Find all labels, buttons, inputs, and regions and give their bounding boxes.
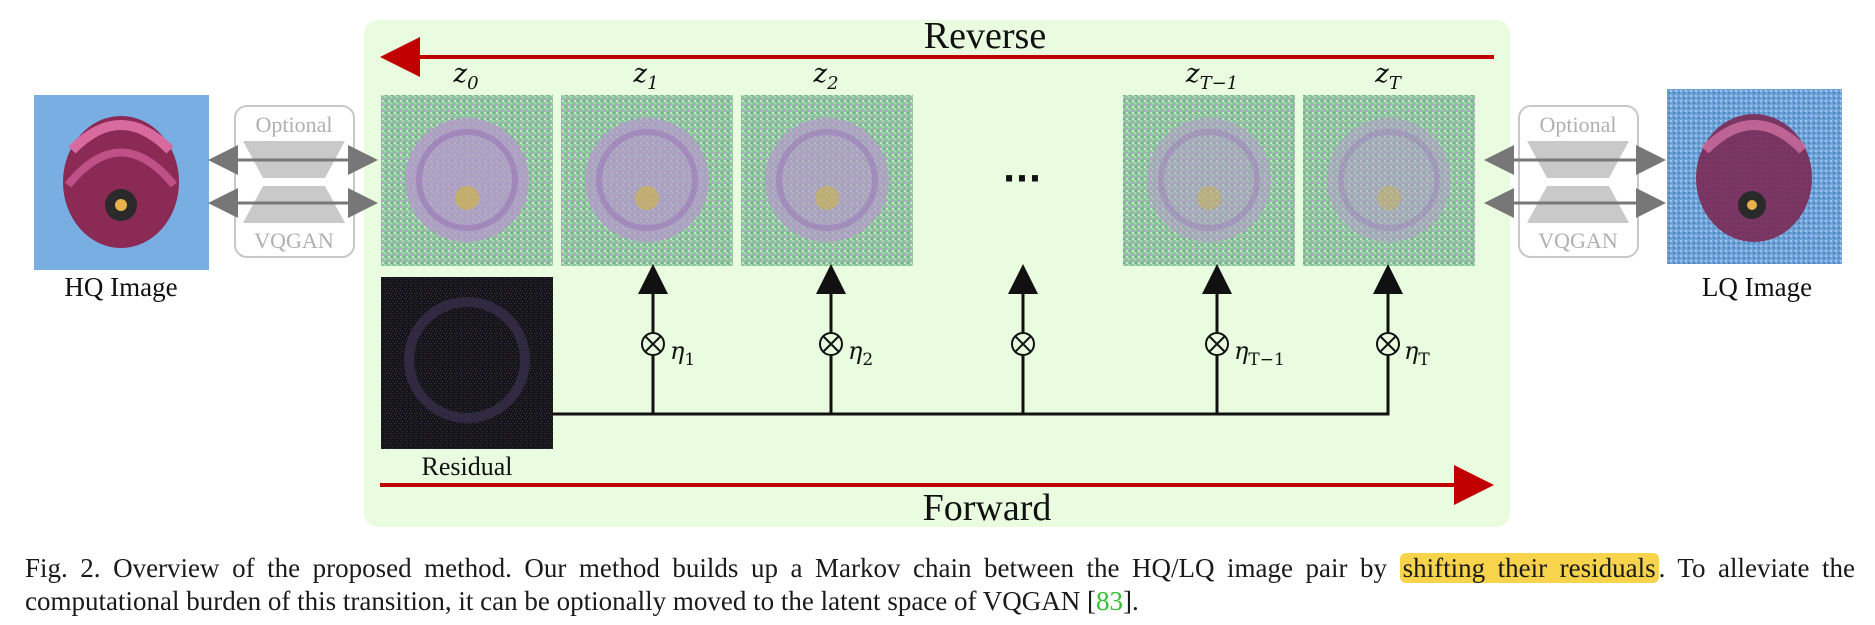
- reverse-label: Reverse: [924, 15, 1046, 57]
- eta-label-2: η2: [848, 337, 873, 370]
- vqgan-label-right: VQGAN: [1538, 228, 1618, 253]
- forward-label: Forward: [923, 487, 1052, 529]
- state-label-z2: z2: [812, 59, 838, 94]
- vqgan-label-left: VQGAN: [254, 228, 334, 253]
- caption-reference-link[interactable]: 83: [1096, 586, 1124, 616]
- latent-image-zt: [1303, 95, 1475, 266]
- residual-branch-mid: [1008, 264, 1038, 414]
- latent-image-z1: [561, 95, 733, 266]
- latent-image-z0: [381, 95, 553, 266]
- ellipsis: ···: [1003, 159, 1042, 199]
- latent-image-z2: [741, 95, 913, 266]
- caption-highlight: shifting their residuals: [1399, 553, 1659, 583]
- residual-branch-t-1: ηT−1: [1202, 264, 1285, 414]
- state-label-z1: z1: [632, 59, 658, 94]
- eta-label-1: η1: [670, 337, 695, 370]
- caption-suffix: ].: [1123, 586, 1139, 616]
- residual-image: [381, 277, 553, 449]
- method-diagram: Reverse Forward z0 z1 z2 zT−1 zT ···: [34, 15, 1842, 529]
- state-label-zt: zT: [1374, 59, 1403, 94]
- state-label-z0: z0: [452, 59, 478, 94]
- hq-image: [34, 95, 209, 270]
- lq-image: [1667, 89, 1842, 264]
- eta-label-t: ηT: [1404, 337, 1430, 370]
- residual-branch-1: η1: [638, 264, 695, 414]
- residual-label: Residual: [422, 452, 513, 481]
- residual-branch-t: ηT: [1373, 264, 1430, 370]
- optional-vqgan-left: Optional VQGAN: [208, 105, 378, 258]
- caption-middle: . To alleviate the computational burden …: [25, 553, 1856, 616]
- optional-vqgan-right: Optional VQGAN: [1484, 105, 1666, 258]
- optional-label-right: Optional: [1540, 112, 1617, 137]
- hq-label: HQ Image: [64, 272, 177, 302]
- lq-label: LQ Image: [1702, 272, 1812, 302]
- caption-prefix: Fig. 2. Overview of the proposed method.…: [25, 553, 1400, 583]
- figure-caption: Fig. 2. Overview of the proposed method.…: [25, 552, 1855, 618]
- state-label-zt-1: zT−1: [1185, 59, 1238, 94]
- optional-label-left: Optional: [256, 112, 333, 137]
- latent-image-zt-1: [1123, 95, 1295, 266]
- residual-branch-2: η2: [816, 264, 873, 414]
- eta-label-t-1: ηT−1: [1234, 337, 1285, 370]
